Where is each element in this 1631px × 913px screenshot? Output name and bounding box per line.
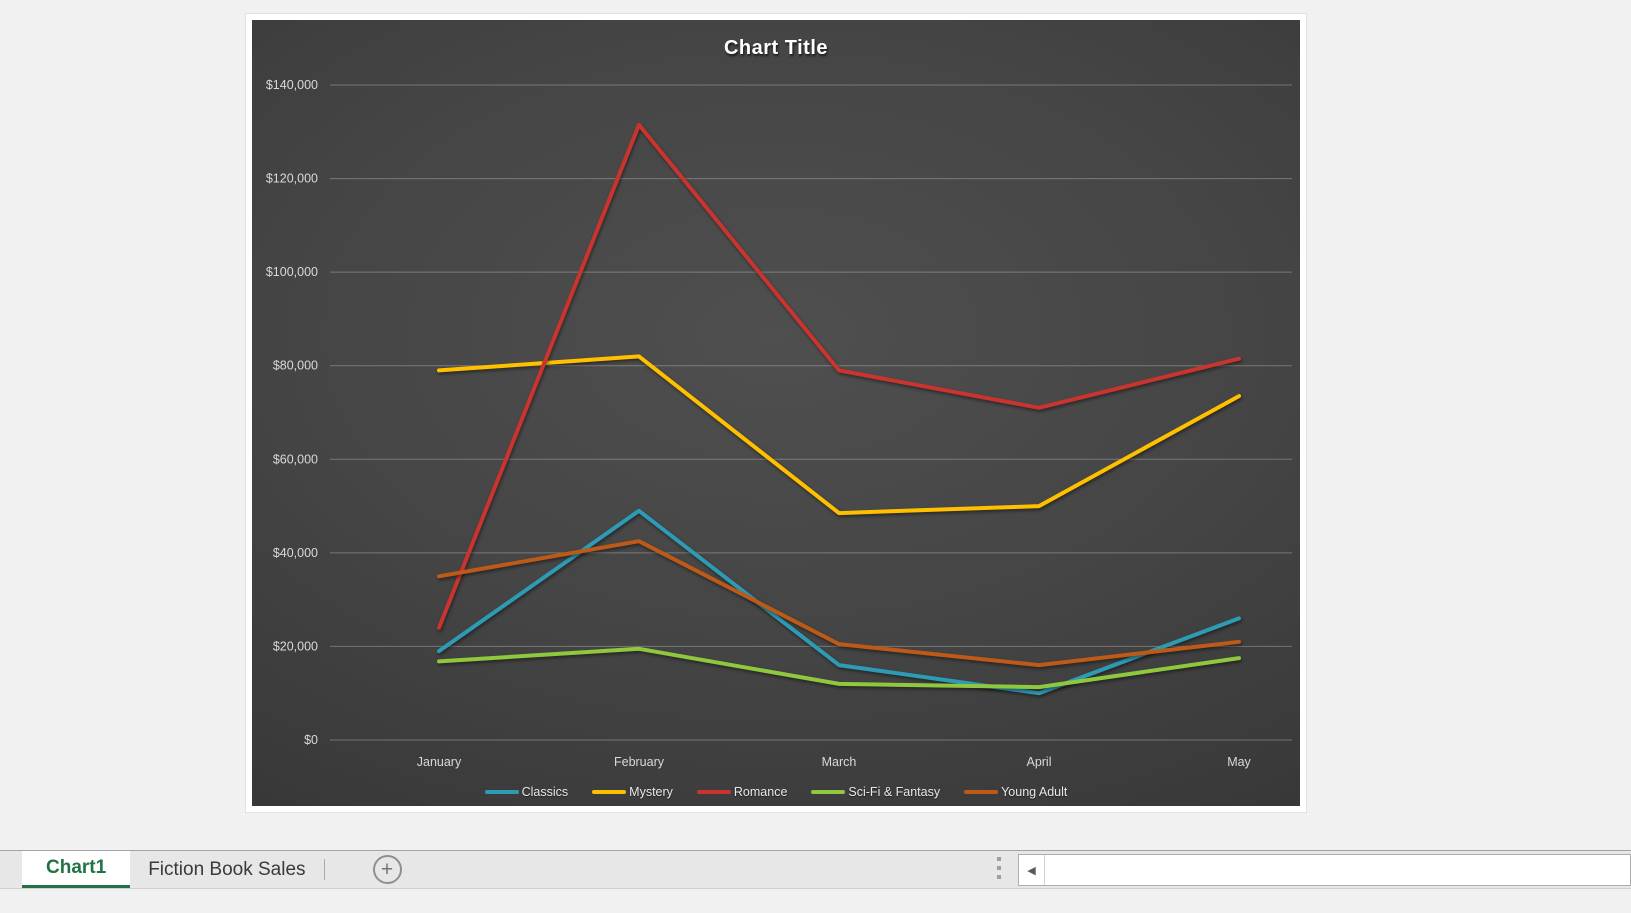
x-axis-tick-label: February bbox=[614, 755, 665, 769]
y-axis-tick-label: $100,000 bbox=[266, 265, 318, 279]
status-bar bbox=[0, 888, 1631, 913]
x-axis-tick-label: January bbox=[417, 755, 462, 769]
x-axis-tick-label: April bbox=[1026, 755, 1051, 769]
legend-label: Sci-Fi & Fantasy bbox=[848, 785, 941, 799]
legend-swatch-sci-fi-fantasy bbox=[811, 790, 846, 794]
sheet-tab-label: Chart1 bbox=[46, 857, 107, 878]
y-axis-tick-label: $80,000 bbox=[273, 359, 318, 373]
legend-label: Young Adult bbox=[1001, 785, 1068, 799]
series-line-mystery[interactable] bbox=[437, 354, 1241, 516]
legend-item-romance[interactable]: Romance bbox=[696, 785, 788, 799]
scrollbar-track[interactable] bbox=[1045, 855, 1630, 885]
legend-swatch-romance bbox=[696, 790, 731, 794]
y-axis-tick-label: $0 bbox=[304, 733, 318, 747]
legend-item-sci-fi-fantasy[interactable]: Sci-Fi & Fantasy bbox=[811, 785, 940, 799]
line-chart-plot[interactable]: $0 $20,000 $40,000 $60,000 $80,000 $100,000 $1… bbox=[252, 20, 1300, 806]
drag-dot bbox=[997, 866, 1001, 870]
series-line-young-adult[interactable] bbox=[437, 539, 1241, 668]
y-axis-tick-label: $20,000 bbox=[273, 639, 318, 653]
horizontal-scrollbar[interactable]: ◀ bbox=[1018, 854, 1631, 886]
series-line-romance[interactable] bbox=[437, 122, 1241, 630]
legend-label: Romance bbox=[733, 785, 788, 799]
scroll-left-button[interactable]: ◀ bbox=[1019, 855, 1045, 885]
new-sheet-button[interactable]: + bbox=[372, 855, 402, 884]
y-axis-tick-label: $140,000 bbox=[266, 78, 318, 92]
tab-separator bbox=[323, 859, 325, 880]
sheet-tab-fiction-book-sales[interactable]: Fiction Book Sales bbox=[130, 851, 323, 888]
legend-swatch-mystery bbox=[592, 790, 627, 794]
legend-swatch-young-adult bbox=[964, 790, 999, 794]
plus-circle-icon: + bbox=[380, 857, 394, 881]
scroll-left-arrow-icon: ◀ bbox=[1027, 864, 1036, 877]
legend-item-mystery[interactable]: Mystery bbox=[592, 785, 673, 799]
legend-item-classics[interactable]: Classics bbox=[484, 785, 569, 799]
legend-item-young-adult[interactable]: Young Adult bbox=[964, 785, 1067, 799]
y-axis-tick-label: $120,000 bbox=[266, 172, 318, 186]
x-axis-tick-label: March bbox=[822, 755, 857, 769]
chart-title[interactable]: Chart Title bbox=[723, 37, 829, 59]
sheet-tab-chart1[interactable]: Chart1 bbox=[22, 851, 131, 888]
y-axis-tick-label: $60,000 bbox=[273, 452, 318, 466]
sheet-tab-label: Fiction Book Sales bbox=[148, 858, 306, 880]
legend-label: Classics bbox=[521, 785, 569, 799]
y-axis-tick-label: $40,000 bbox=[273, 546, 318, 560]
chart-area[interactable]: Chart Title $0 $20,000 $40,000 $60,000 $80,0… bbox=[252, 20, 1300, 806]
x-axis-tick-label: May bbox=[1227, 755, 1251, 769]
chart-legend[interactable]: Classics Mystery Romance Sci-Fi & Fantasy Yo… bbox=[252, 785, 1300, 799]
series-line-sci-fi-fantasy[interactable] bbox=[437, 646, 1241, 690]
legend-swatch-classics bbox=[484, 790, 519, 794]
chart-sheet-card: Chart Title $0 $20,000 $40,000 $60,000 $80,0… bbox=[246, 14, 1306, 812]
series-line-classics[interactable] bbox=[437, 508, 1241, 696]
drag-dot bbox=[997, 857, 1001, 861]
legend-label: Mystery bbox=[629, 785, 673, 799]
tab-area-drag-handle[interactable] bbox=[997, 857, 1001, 879]
drag-dot bbox=[997, 875, 1001, 879]
